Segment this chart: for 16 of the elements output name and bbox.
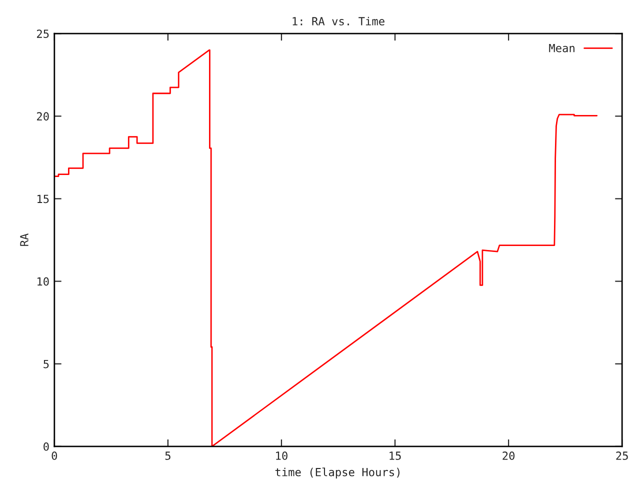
x-tick-label: 0 [52, 452, 58, 460]
chart-title: 1: RA vs. Time [292, 16, 384, 26]
x-tick-label: 10 [276, 452, 288, 460]
x-tick-label: 20 [502, 452, 515, 460]
x-axis-title: time (Elapse Hours) [275, 468, 400, 478]
y-tick-label: 0 [44, 442, 49, 451]
x-tick-label: 15 [390, 452, 401, 460]
legend-label: Mean [549, 44, 574, 52]
x-tick-label: 25 [616, 452, 628, 460]
y-tick-label: 5 [44, 360, 49, 368]
y-tick-label: 20 [36, 112, 49, 121]
y-tick-label: 15 [37, 194, 49, 204]
y-axis-title: RA [20, 234, 28, 246]
y-tick-label: 10 [37, 277, 49, 286]
y-tick-label: 25 [36, 30, 49, 38]
x-tick-label: 5 [165, 452, 170, 460]
